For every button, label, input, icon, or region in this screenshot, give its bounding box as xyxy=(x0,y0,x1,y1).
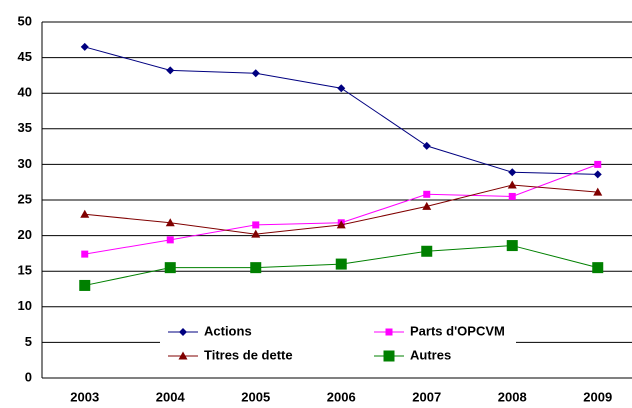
y-tick-label: 25 xyxy=(18,191,32,206)
legend-label: Parts d'OPCVM xyxy=(410,323,505,338)
legend-label: Actions xyxy=(204,323,252,338)
marker xyxy=(336,220,346,229)
marker xyxy=(335,258,347,270)
x-tick-label: 2003 xyxy=(70,389,99,404)
marker xyxy=(166,66,175,75)
x-tick-label: 2008 xyxy=(498,389,527,404)
y-tick-label: 40 xyxy=(18,85,32,100)
x-tick-label: 2005 xyxy=(241,389,270,404)
x-tick-label: 2006 xyxy=(327,389,356,404)
marker xyxy=(179,328,187,336)
marker xyxy=(423,190,431,198)
marker xyxy=(385,328,393,336)
marker xyxy=(383,350,395,362)
series-line xyxy=(84,163,598,255)
marker xyxy=(592,262,604,274)
y-tick-label: 35 xyxy=(18,120,32,135)
marker xyxy=(79,279,91,291)
legend-box xyxy=(160,318,516,370)
y-tick-label: 15 xyxy=(18,263,32,278)
marker xyxy=(594,160,602,168)
marker xyxy=(507,180,517,189)
marker xyxy=(337,84,346,93)
marker xyxy=(252,221,260,229)
marker xyxy=(421,245,433,257)
y-tick-label: 10 xyxy=(18,298,32,313)
marker xyxy=(165,218,175,227)
marker xyxy=(422,201,432,210)
y-tick-label: 5 xyxy=(25,334,32,349)
marker xyxy=(422,141,431,150)
marker xyxy=(178,351,188,360)
marker xyxy=(164,262,176,274)
marker xyxy=(80,209,90,218)
y-tick-label: 30 xyxy=(18,156,32,171)
marker xyxy=(251,229,261,238)
x-tick-label: 2004 xyxy=(156,389,186,404)
marker xyxy=(506,240,518,252)
marker xyxy=(80,42,89,51)
y-tick-label: 45 xyxy=(18,49,32,64)
legend-label: Autres xyxy=(410,347,451,362)
series-line xyxy=(84,46,598,175)
marker xyxy=(508,168,517,177)
y-tick-label: 50 xyxy=(18,13,32,28)
y-tick-label: 20 xyxy=(18,227,32,242)
y-tick-label: 0 xyxy=(25,369,32,384)
x-tick-label: 2009 xyxy=(583,389,612,404)
marker xyxy=(166,236,174,244)
marker xyxy=(508,192,516,200)
marker xyxy=(251,69,260,78)
marker xyxy=(250,262,262,274)
x-tick-label: 2007 xyxy=(412,389,441,404)
marker xyxy=(81,250,89,258)
marker xyxy=(593,170,602,179)
marker xyxy=(593,187,603,196)
legend-label: Titres de dette xyxy=(204,347,293,362)
